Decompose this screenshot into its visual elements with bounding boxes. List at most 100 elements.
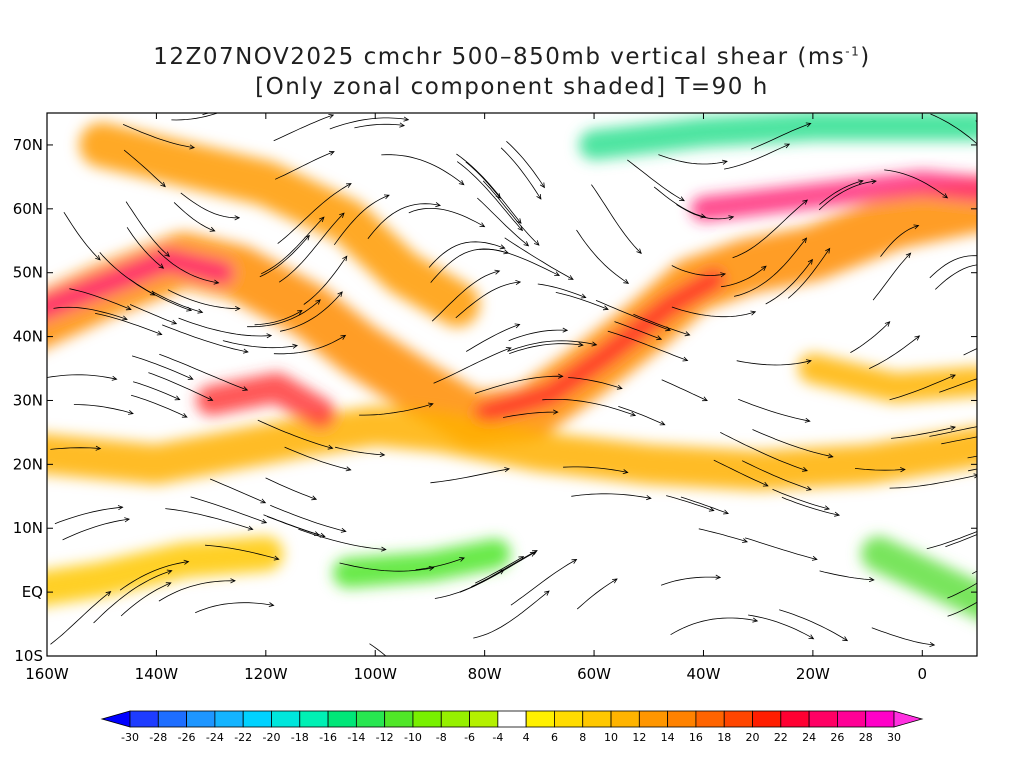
map-title-line-2: [Only zonal component shaded] T=90 h xyxy=(255,74,769,100)
streamline xyxy=(278,212,345,283)
streamline-arrowhead xyxy=(234,215,241,221)
streamline-arrowhead xyxy=(280,78,285,82)
colorbar-swatch xyxy=(214,710,244,728)
streamline-arrowhead xyxy=(311,495,318,501)
streamline-arrowhead xyxy=(156,330,163,336)
streamline xyxy=(171,113,219,121)
lon-label: 60W xyxy=(577,665,611,683)
streamline xyxy=(339,562,434,572)
streamline-arrowhead xyxy=(403,116,410,122)
streamline-arrowhead xyxy=(242,386,249,391)
streamline-arrowhead xyxy=(197,308,204,314)
colorbar-label: -14 xyxy=(347,731,365,744)
streamline xyxy=(947,582,977,599)
lat-label: EQ xyxy=(22,583,43,601)
streamline-arrowhead xyxy=(1020,570,1024,574)
streamline xyxy=(47,374,117,380)
lat-label: 50N xyxy=(13,264,43,282)
streamline-arrowhead xyxy=(425,705,429,710)
streamline-arrowhead xyxy=(399,122,405,128)
streamline xyxy=(277,183,352,244)
streamline xyxy=(660,576,721,586)
streamline xyxy=(205,544,279,560)
streamline xyxy=(50,591,111,645)
colorbar-swatch xyxy=(723,710,753,728)
streamline xyxy=(939,378,977,393)
streamline-arrowhead xyxy=(166,569,173,575)
streamline xyxy=(95,313,162,335)
streamline-arrowhead xyxy=(181,413,188,418)
colorbar: -30 -28 -26 -24 -22 -20 -18 -16 -14 -12 -10 -8 -6 -4 4… xyxy=(100,710,924,744)
streamline xyxy=(123,149,166,187)
streamline xyxy=(270,504,346,532)
shear-band xyxy=(47,536,284,606)
streamline-arrowhead xyxy=(602,305,609,311)
streamline xyxy=(680,496,729,514)
streamline-arrowhead xyxy=(802,466,808,472)
colorbar-swatch xyxy=(412,710,442,728)
streamline xyxy=(173,202,215,232)
streamline-arrowhead xyxy=(1001,431,1006,435)
streamline-arrowhead xyxy=(801,237,808,244)
streamline-arrowhead xyxy=(174,395,181,401)
streamline-arrowhead xyxy=(339,212,345,219)
streamline xyxy=(576,578,618,610)
streamline-arrowhead xyxy=(494,269,501,275)
streamline-arrowhead xyxy=(868,577,875,583)
streamline-arrowhead xyxy=(929,641,936,647)
colorbar-swatch xyxy=(469,710,499,728)
streamline xyxy=(333,194,390,246)
colorbar-label: -24 xyxy=(206,731,224,744)
streamline xyxy=(871,627,935,646)
streamline xyxy=(633,313,690,336)
streamline xyxy=(335,446,385,456)
streamline-arrowhead xyxy=(248,98,253,102)
streamline-arrowhead xyxy=(567,275,574,280)
streamline-arrowhead xyxy=(950,374,956,380)
streamline xyxy=(891,426,956,439)
streamline xyxy=(781,496,840,516)
streamline-arrowhead xyxy=(95,445,102,451)
streamline xyxy=(661,379,708,401)
streamline xyxy=(456,153,522,224)
streamline-arrowhead xyxy=(266,333,273,339)
streamline xyxy=(595,300,671,331)
streamline xyxy=(889,374,956,401)
streamline-arrowhead xyxy=(111,375,118,381)
streamline-arrowhead xyxy=(622,469,629,475)
streamline-arrowhead xyxy=(988,525,993,529)
streamline-arrowhead xyxy=(784,143,791,149)
streamline-arrowhead xyxy=(659,420,666,426)
streamline-arrowhead xyxy=(117,505,124,511)
streamline-arrowhead xyxy=(296,310,303,315)
streamline xyxy=(724,143,790,170)
streamline xyxy=(869,335,920,369)
streamline-arrowhead xyxy=(319,216,325,223)
streamline-arrowhead xyxy=(806,359,812,365)
streamline xyxy=(162,324,248,353)
streamline xyxy=(433,347,512,384)
lon-label: 160W xyxy=(25,665,69,683)
streamline xyxy=(132,381,180,400)
lat-label: 40N xyxy=(13,328,43,346)
streamline xyxy=(455,281,521,319)
streamline-arrowhead xyxy=(479,222,486,228)
streamline xyxy=(126,227,164,269)
streamline xyxy=(736,360,812,366)
streamline xyxy=(607,330,688,361)
colorbar-label: 4 xyxy=(523,731,530,744)
streamline xyxy=(62,518,130,541)
streamline-arrowhead xyxy=(158,263,165,269)
streamline xyxy=(165,508,253,530)
lon-label: 140W xyxy=(135,665,179,683)
streamline xyxy=(53,306,128,320)
colorbar-swatch xyxy=(355,710,386,728)
streamline xyxy=(434,569,505,599)
shear-band xyxy=(861,536,977,620)
streamline-arrowhead xyxy=(630,411,637,417)
lat-label: 30N xyxy=(13,391,43,409)
streamline xyxy=(473,590,550,639)
colorbar-label: 26 xyxy=(830,731,844,744)
streamline-arrowhead xyxy=(230,578,236,584)
lon-label: 0 xyxy=(918,665,928,683)
